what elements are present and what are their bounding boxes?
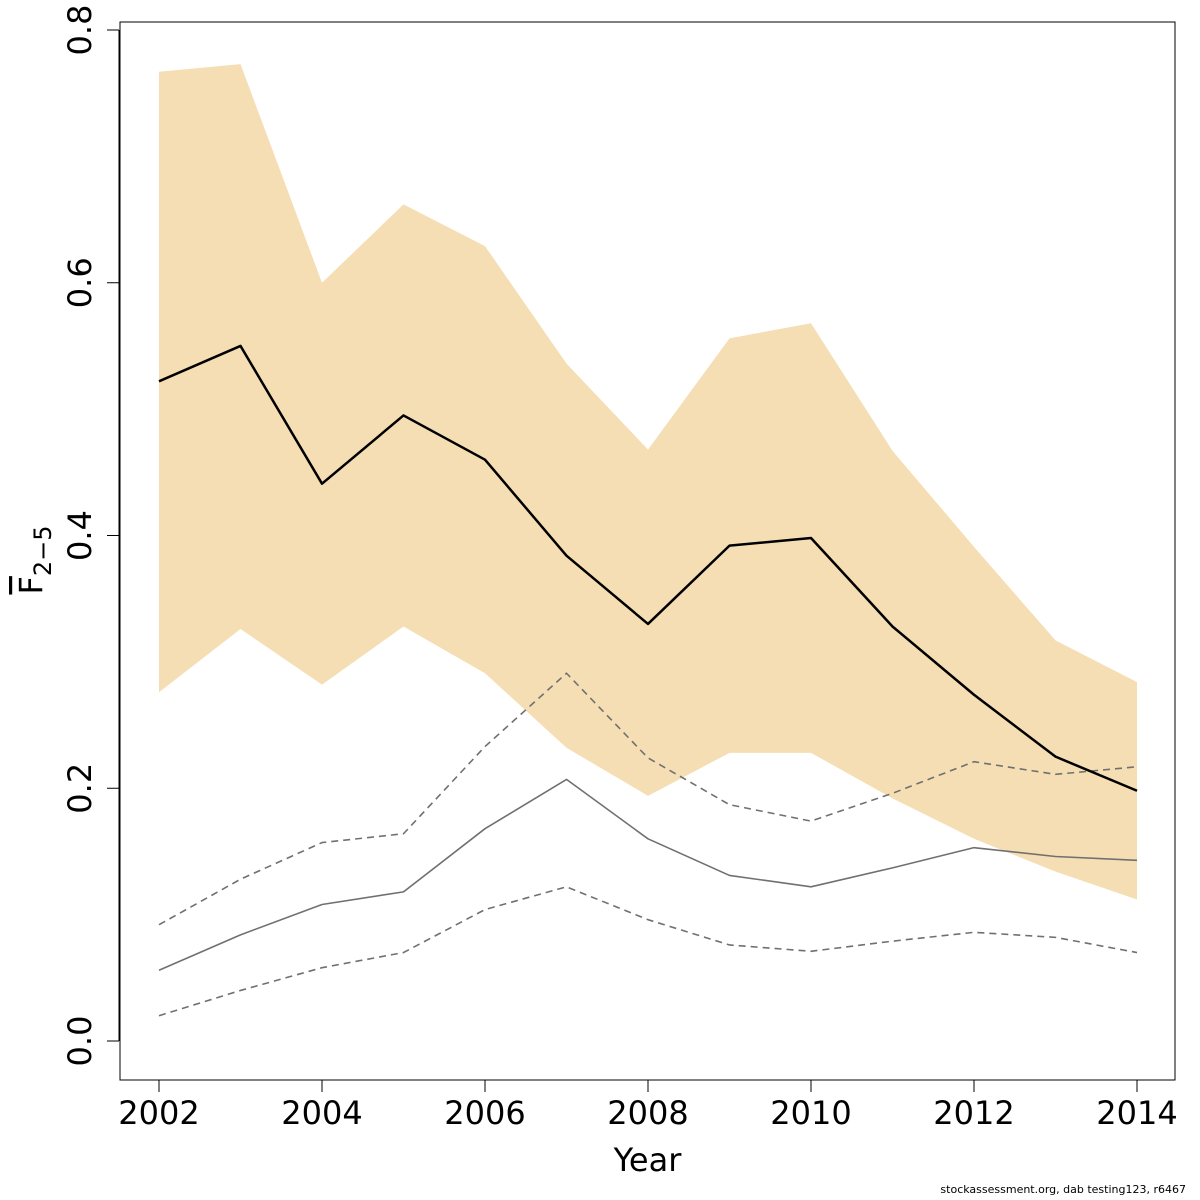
y-axis-title-subscript: 2−5: [29, 525, 57, 576]
x-tick-label: 2004: [281, 1094, 362, 1132]
confidence-band: [159, 64, 1137, 900]
y-tick-label: 0.4: [61, 510, 99, 561]
credit-footer: stockassessment.org, dab testing123, r64…: [940, 1183, 1186, 1196]
x-tick-label: 2002: [118, 1094, 199, 1132]
confidence-band-layer: [159, 64, 1137, 900]
y-axis-title-text: F2−5: [12, 525, 57, 594]
x-tick-label: 2008: [607, 1094, 688, 1132]
x-tick-label: 2010: [770, 1094, 851, 1132]
x-tick-label: 2012: [933, 1094, 1014, 1132]
y-axis-title-symbol: F: [12, 576, 50, 594]
y-axis-title: F2−5: [12, 525, 57, 594]
y-tick-label: 0.6: [61, 257, 99, 308]
x-tick-label: 2014: [1096, 1094, 1177, 1132]
x-tick-label: 2006: [444, 1094, 525, 1132]
series-layer: [158, 344, 1138, 1017]
series-line-1: [158, 344, 1138, 792]
x-axis: 2002 2004 2006 2008 2010 2012 2014: [118, 1079, 1178, 1132]
series-line-4: [158, 886, 1138, 1017]
series-line-3: [158, 672, 1138, 926]
y-tick-label: 0.0: [61, 1016, 99, 1067]
x-axis-title: Year: [613, 1141, 683, 1179]
y-tick-label: 0.2: [61, 763, 99, 814]
y-tick-label: 0.8: [61, 5, 99, 56]
y-axis: 0.0 0.2 0.4 0.6 0.8: [61, 5, 120, 1067]
series-line-2: [158, 778, 1138, 971]
